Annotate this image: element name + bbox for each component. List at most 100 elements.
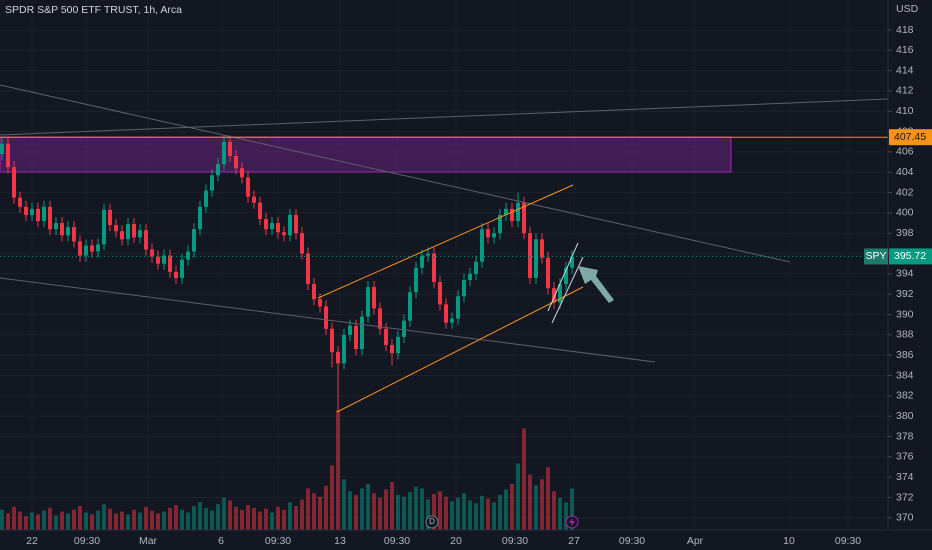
volume-bar: [432, 494, 436, 530]
candle-body: [90, 245, 94, 252]
candle-body: [42, 206, 46, 222]
volume-bar: [78, 506, 82, 530]
volume-bar: [234, 506, 238, 530]
candle-body: [252, 196, 256, 203]
candle-body: [318, 299, 322, 307]
volume-bar: [546, 467, 550, 530]
volume-bar: [240, 509, 244, 530]
y-tick-label: 370: [896, 512, 914, 524]
volume-bar: [222, 497, 226, 530]
candle-body: [144, 230, 148, 250]
volume-bar: [102, 504, 106, 530]
candle-body: [204, 190, 208, 207]
volume-bar: [198, 502, 202, 530]
candle-body: [288, 214, 292, 236]
channel-upper: [317, 184, 574, 299]
candle-body: [486, 229, 490, 238]
volume-bar: [150, 510, 154, 530]
candle-body: [120, 231, 124, 240]
y-tick-label: 380: [896, 410, 914, 422]
x-tick-label: 09:30: [502, 535, 528, 547]
volume-bar: [72, 509, 76, 530]
volume-bar: [498, 494, 502, 530]
volume-bar: [312, 493, 316, 530]
trend-line: [0, 84, 791, 263]
drawings: [0, 84, 889, 413]
volume-bar: [252, 507, 256, 530]
volume-bar: [540, 479, 544, 530]
volume-bar: [12, 506, 16, 530]
y-tick-label: 372: [896, 491, 914, 503]
candle-body: [522, 202, 526, 234]
candle-body: [450, 318, 454, 323]
volume-bar: [156, 513, 160, 530]
volume-bar: [42, 510, 46, 530]
candle-body: [6, 143, 10, 168]
x-tick-label: Mar: [139, 535, 158, 547]
volume-bar: [564, 502, 568, 530]
candle-body: [72, 227, 76, 242]
trend-line: [0, 277, 656, 363]
candle-body: [330, 328, 334, 353]
symbol-label-bg: [864, 248, 888, 265]
volume-bar: [504, 489, 508, 530]
candle-body: [354, 325, 358, 350]
candle-body: [270, 223, 274, 230]
volume-bar: [324, 485, 328, 530]
level-label-bg: [889, 129, 932, 146]
volume-bar: [408, 492, 412, 530]
candle-body: [336, 352, 340, 364]
volume-bar: [204, 507, 208, 530]
candle-body: [240, 168, 244, 178]
volume-bar: [228, 500, 232, 530]
volume-bar: [120, 511, 124, 530]
candle-body: [276, 223, 280, 233]
overlay: [0, 136, 888, 257]
candle-body: [150, 249, 154, 257]
y-tick-label: 402: [896, 186, 914, 198]
volume-bar: [168, 507, 172, 530]
volume-bar: [444, 496, 448, 530]
x-tick-label: 20: [450, 535, 462, 547]
candle-body: [228, 141, 232, 157]
y-tick-label: 376: [896, 451, 914, 463]
volume-bar: [174, 505, 178, 530]
volume-bar: [354, 494, 358, 530]
x-tick-label: 6: [218, 535, 224, 547]
volume-bar: [384, 489, 388, 530]
x-tick-label: 09:30: [265, 535, 291, 547]
candle-body: [480, 229, 484, 262]
candle-body: [216, 164, 220, 176]
candle-layer: [0, 135, 574, 411]
volume-bar: [438, 491, 442, 530]
currency: USD: [896, 3, 919, 15]
candle-body: [294, 214, 298, 234]
candle-body: [192, 229, 196, 252]
candle-body: [312, 284, 316, 300]
volume-bar: [30, 512, 34, 530]
volume-bar: [246, 505, 250, 530]
candle-body: [462, 279, 466, 297]
volume-bar: [288, 502, 292, 530]
volume-bar: [378, 497, 382, 530]
volume-bar: [348, 491, 352, 530]
candle-body: [162, 255, 166, 264]
symbol-label: SPY: [865, 250, 886, 262]
volume-bar: [36, 514, 40, 530]
volume-bar: [270, 512, 274, 530]
channel-lower: [336, 286, 584, 413]
volume-bar: [336, 410, 340, 530]
volume-bar: [456, 497, 460, 530]
candle-body: [66, 227, 70, 236]
y-tick-label: 374: [896, 471, 914, 483]
candle-body: [456, 296, 460, 319]
candle-body: [234, 156, 238, 169]
candle-body: [402, 320, 406, 337]
volume-bar: [522, 428, 526, 530]
volume-bar: [258, 511, 262, 530]
y-tick-label: 398: [896, 227, 914, 239]
candle-body: [564, 267, 568, 285]
x-tick-label: 27: [568, 535, 580, 547]
candle-body: [114, 225, 118, 232]
supply-zone: [0, 136, 732, 173]
